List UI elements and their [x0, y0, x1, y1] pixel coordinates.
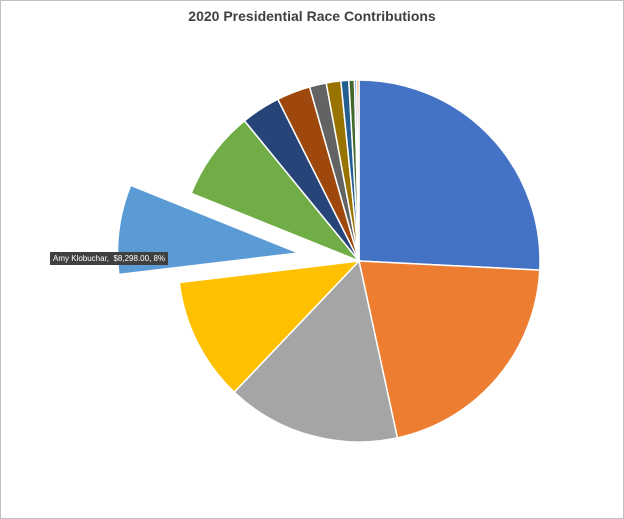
- pie-slice: [355, 79, 360, 262]
- pie-slice: [358, 79, 541, 271]
- pie-slice: [358, 260, 541, 439]
- pie-slice: [190, 119, 360, 262]
- data-label-amy-klobuchar: Amy Klobuchar, $8,298.00, 8%: [50, 252, 169, 265]
- pie-slice: [233, 259, 399, 443]
- chart-title: 2020 Presidential Race Contributions: [188, 8, 436, 24]
- pie-slice: [178, 260, 361, 394]
